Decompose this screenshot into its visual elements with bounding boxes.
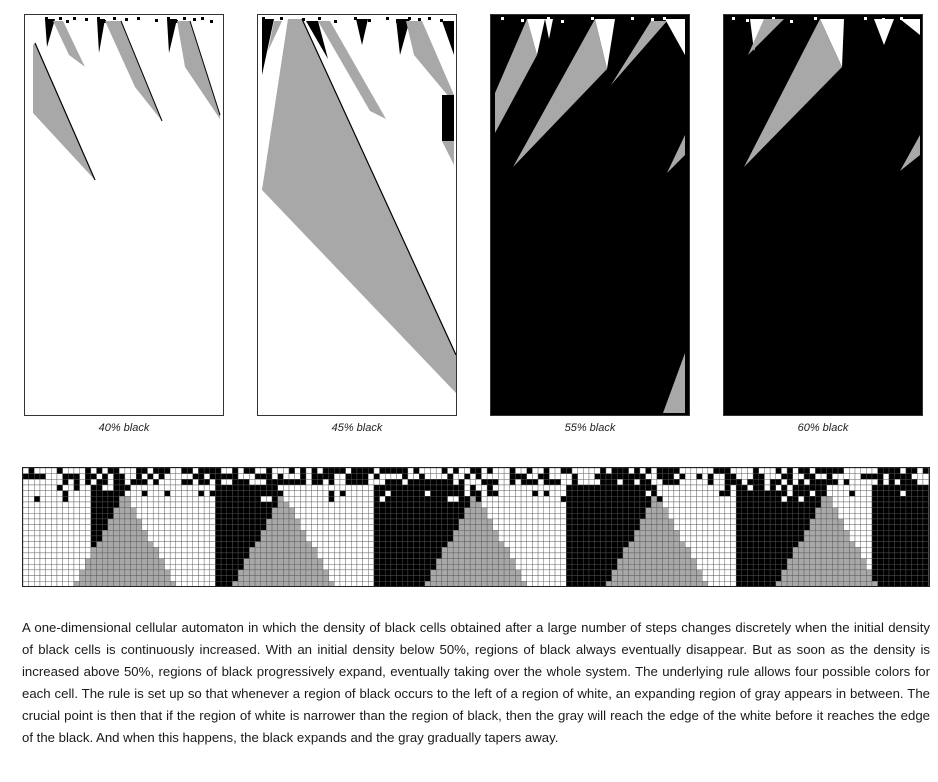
panel-label-60: 60% black bbox=[797, 422, 849, 434]
panel-label-55: 55% black bbox=[564, 422, 616, 434]
figure-caption: A one-dimensional cellular automaton in … bbox=[22, 620, 930, 745]
panel-label-45: 45% black bbox=[331, 422, 383, 434]
automaton-pattern-60 bbox=[724, 15, 922, 415]
panel-label-40: 40% black bbox=[98, 422, 150, 434]
automaton-pattern-40 bbox=[25, 15, 223, 415]
automaton-pattern-55 bbox=[491, 15, 689, 415]
panel-55-percent bbox=[490, 14, 690, 416]
panel-40-percent bbox=[24, 14, 224, 416]
grid-cells bbox=[23, 468, 929, 586]
panel-45-percent bbox=[257, 14, 457, 416]
automaton-pattern-45 bbox=[258, 15, 456, 415]
panel-60-percent bbox=[723, 14, 923, 416]
cell-grid bbox=[23, 468, 929, 586]
cell-grid-strip bbox=[22, 467, 930, 587]
